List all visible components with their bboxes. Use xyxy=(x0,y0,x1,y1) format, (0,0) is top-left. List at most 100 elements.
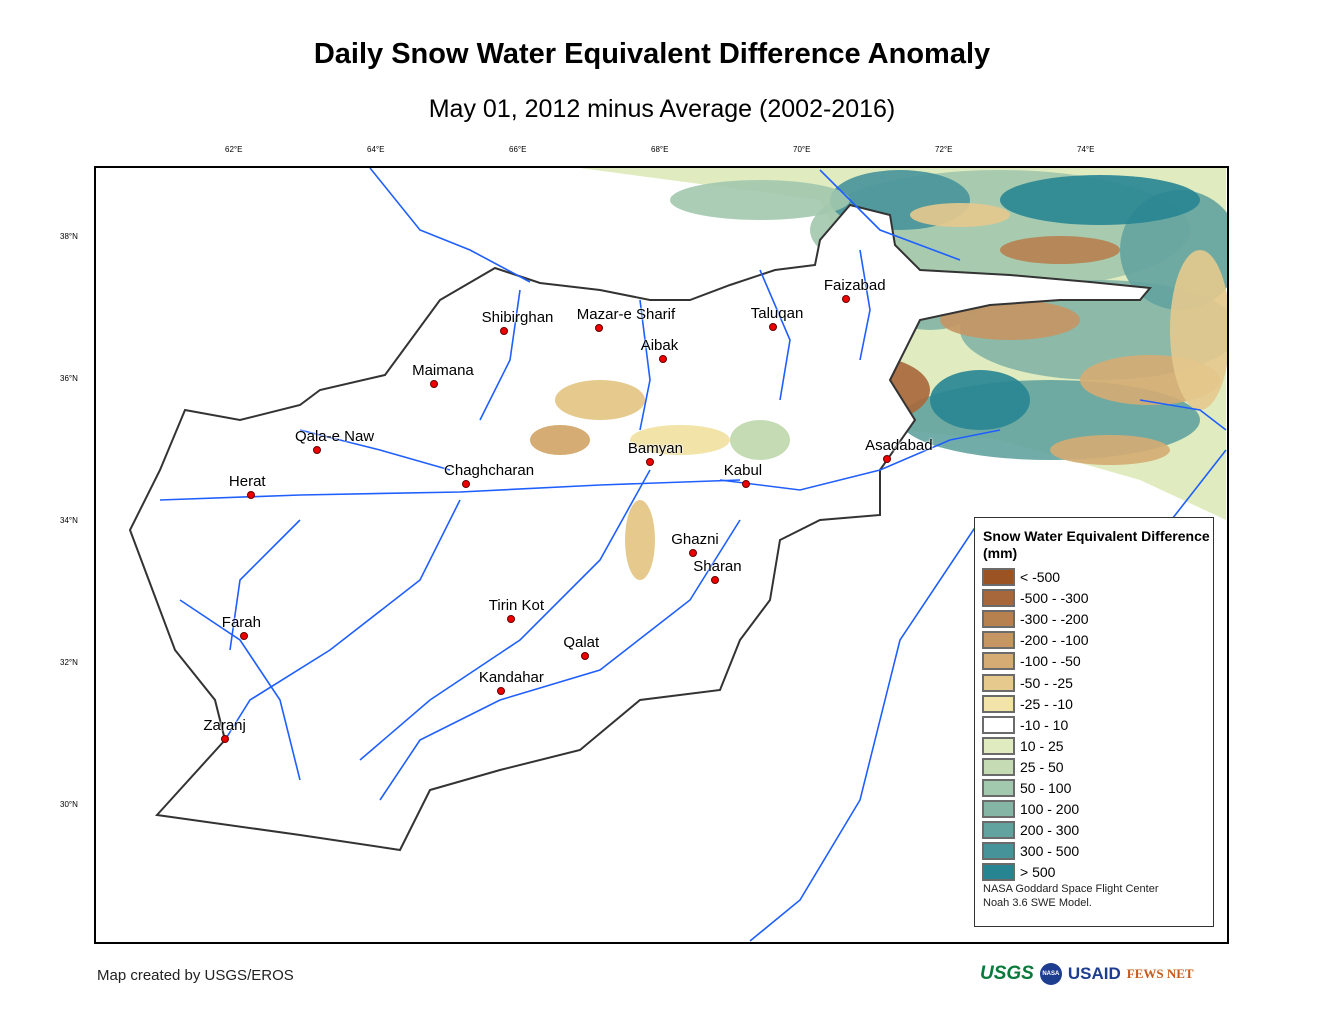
city-marker[interactable] xyxy=(645,458,654,467)
snow-decrease-area xyxy=(1170,250,1227,410)
river xyxy=(1139,399,1227,431)
legend-label: -300 - -200 xyxy=(1020,611,1089,628)
lat-tick-label: 32°N xyxy=(60,658,78,667)
city-marker[interactable] xyxy=(841,294,850,303)
lon-tick-label: 72°E xyxy=(935,145,953,154)
city-marker[interactable] xyxy=(506,614,515,623)
lat-tick-label: 34°N xyxy=(60,516,78,525)
legend-swatch xyxy=(982,736,1015,755)
usgs-logo: USGS xyxy=(980,963,1034,984)
legend-label: -25 - -10 xyxy=(1020,695,1073,712)
fewsnet-logo: FEWS NET xyxy=(1126,966,1194,981)
legend-item: 100 - 200 xyxy=(982,800,1080,819)
lat-tick-label: 38°N xyxy=(60,232,78,241)
city-marker[interactable] xyxy=(711,575,720,584)
snow-anomaly-area xyxy=(625,500,655,580)
city-marker[interactable] xyxy=(221,734,230,743)
river xyxy=(759,269,791,401)
city-marker[interactable] xyxy=(312,446,321,454)
map-frame[interactable]: Faizabad Taluqan Shibirghan Mazar-e Sharif A… xyxy=(94,166,1229,944)
snow-decrease-area xyxy=(1050,435,1170,465)
legend-label: 25 - 50 xyxy=(1020,758,1064,775)
city-label: Chaghcharan xyxy=(444,462,535,480)
city-label: Farah xyxy=(221,614,261,632)
city-label: Ghazni xyxy=(671,530,719,548)
lon-tick-label: 74°E xyxy=(1077,145,1095,154)
river xyxy=(859,249,871,361)
city-label: Sharan xyxy=(693,557,742,575)
legend-label: < -500 xyxy=(1020,569,1061,585)
legend-item: -500 - -300 xyxy=(982,589,1089,608)
legend-item: > 500 xyxy=(982,863,1056,882)
city-marker[interactable] xyxy=(462,480,471,489)
snow-anomaly-area xyxy=(555,380,645,420)
snow-anomaly-area xyxy=(630,425,730,455)
legend-item: 200 - 300 xyxy=(982,821,1080,840)
river xyxy=(299,429,451,471)
legend-swatch xyxy=(982,779,1015,797)
snow-decrease-area xyxy=(910,203,1010,227)
usaid-logo: USAID xyxy=(1067,964,1121,983)
city-marker[interactable] xyxy=(581,651,590,660)
city-label: Kandahar xyxy=(478,668,544,686)
city-marker[interactable] xyxy=(246,490,255,499)
lat-tick-label: 36°N xyxy=(60,374,78,383)
city-label: Qalat xyxy=(563,633,600,651)
legend-swatch xyxy=(982,631,1015,650)
legend-label: 200 - 300 xyxy=(1020,822,1080,839)
legend-item: -10 - 10 xyxy=(982,715,1069,734)
snow-increase-area xyxy=(670,180,850,220)
map-credit: Map created by USGS/EROS xyxy=(97,967,294,984)
city-marker[interactable] xyxy=(741,480,750,489)
map-canvas xyxy=(128,168,1227,942)
legend-label: -10 - 10 xyxy=(1020,716,1069,733)
legend-label: -500 - -300 xyxy=(1020,590,1089,607)
lon-tick-label: 68°E xyxy=(651,145,669,154)
legend-swatch xyxy=(982,568,1015,586)
legend-label: 10 - 25 xyxy=(1020,737,1064,754)
river xyxy=(639,299,651,431)
lon-tick-label: 64°E xyxy=(367,145,385,154)
snow-anomaly-area xyxy=(680,398,760,422)
snow-anomaly-area xyxy=(530,425,590,455)
city-marker[interactable] xyxy=(430,379,439,388)
legend-swatch xyxy=(982,652,1015,671)
river xyxy=(224,499,461,741)
city-marker[interactable] xyxy=(883,455,892,464)
lat-tick-label: 30°N xyxy=(60,800,78,809)
legend-title: Snow Water Equivalent Difference (mm) xyxy=(983,528,1210,561)
city-marker[interactable] xyxy=(239,632,248,641)
river xyxy=(179,599,301,781)
legend-item: -25 - -10 xyxy=(982,694,1073,713)
legend-swatch xyxy=(982,800,1015,819)
city-marker[interactable] xyxy=(496,686,505,695)
river xyxy=(819,169,961,261)
legend-item: 300 - 500 xyxy=(982,842,1080,861)
city-marker[interactable] xyxy=(499,326,508,335)
partner-logos: USGS NASA USAID FEWS NET xyxy=(980,963,1194,985)
city-marker[interactable] xyxy=(658,355,667,364)
city-label: Aibak xyxy=(640,337,679,355)
city-marker[interactable] xyxy=(689,548,698,557)
credit-line-2: Noah 3.6 SWE Model. xyxy=(983,897,1092,909)
legend-item: 25 - 50 xyxy=(982,757,1064,776)
legend: Snow Water Equivalent Difference (mm) < … xyxy=(974,517,1214,927)
nasa-logo: NASA xyxy=(1039,963,1062,985)
legend-label: > 500 xyxy=(1020,864,1056,881)
city-label: Herat xyxy=(228,472,266,490)
legend-label: 100 - 200 xyxy=(1020,801,1080,818)
legend-item: -50 - -25 xyxy=(982,673,1073,692)
city-label: Kabul xyxy=(723,462,763,480)
legend-swatch xyxy=(982,694,1015,713)
legend-item: -200 - -100 xyxy=(982,631,1089,650)
snow-increase-area xyxy=(930,370,1030,430)
legend-label: 300 - 500 xyxy=(1020,843,1080,860)
lon-tick-label: 62°E xyxy=(225,145,243,154)
city-marker[interactable] xyxy=(594,323,603,332)
legend-label: -200 - -100 xyxy=(1020,632,1089,649)
legend-swatch xyxy=(982,842,1015,861)
legend-swatch xyxy=(982,757,1015,776)
city-marker[interactable] xyxy=(768,323,777,332)
river xyxy=(229,519,301,651)
legend-item: -300 - -200 xyxy=(982,610,1089,629)
